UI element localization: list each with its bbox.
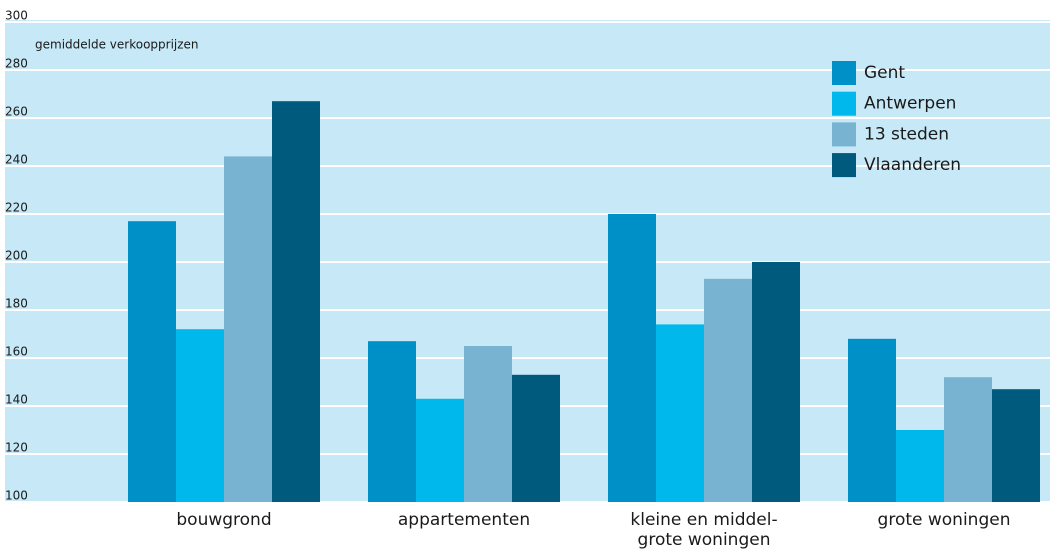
x-tick-label: grote woningen	[877, 510, 1011, 530]
bar	[128, 221, 176, 502]
bar	[848, 338, 896, 502]
bar	[608, 214, 656, 502]
bar	[512, 374, 560, 502]
y-tick-label: 220	[5, 201, 28, 215]
x-tick-label: kleine en middel- grote woningen	[630, 510, 778, 550]
bar	[704, 278, 752, 502]
bar	[944, 377, 992, 502]
legend-label: 13 steden	[864, 124, 949, 144]
x-tick-label: bouwgrond	[176, 510, 272, 530]
legend-label: Vlaanderen	[864, 155, 961, 175]
legend-swatch	[832, 153, 856, 178]
y-tick-label: 280	[5, 57, 28, 71]
bar	[368, 341, 416, 502]
bar	[416, 398, 464, 502]
bar	[992, 389, 1040, 502]
y-tick-label: 300	[5, 9, 28, 23]
bar	[896, 430, 944, 502]
legend-label: Gent	[864, 63, 905, 83]
legend-label: Antwerpen	[864, 94, 956, 114]
bar	[272, 101, 320, 502]
x-tick-label: appartementen	[397, 510, 531, 530]
bar	[176, 329, 224, 502]
y-tick-label: 260	[5, 105, 28, 119]
y-tick-label: 120	[5, 441, 28, 455]
y-axis-label: gemiddelde verkoopprijzen	[35, 38, 199, 52]
bar	[464, 346, 512, 502]
legend-swatch	[832, 122, 856, 147]
y-tick-label: 200	[5, 249, 28, 263]
bar	[224, 156, 272, 502]
legend-swatch	[832, 91, 856, 116]
y-tick-label: 160	[5, 345, 28, 359]
y-tick-label: 100	[5, 489, 28, 503]
y-tick-label: 240	[5, 153, 28, 167]
legend-swatch	[832, 61, 856, 85]
bar	[656, 324, 704, 502]
y-tick-label: 140	[5, 393, 28, 407]
bar	[752, 262, 800, 502]
y-tick-label: 180	[5, 297, 28, 311]
